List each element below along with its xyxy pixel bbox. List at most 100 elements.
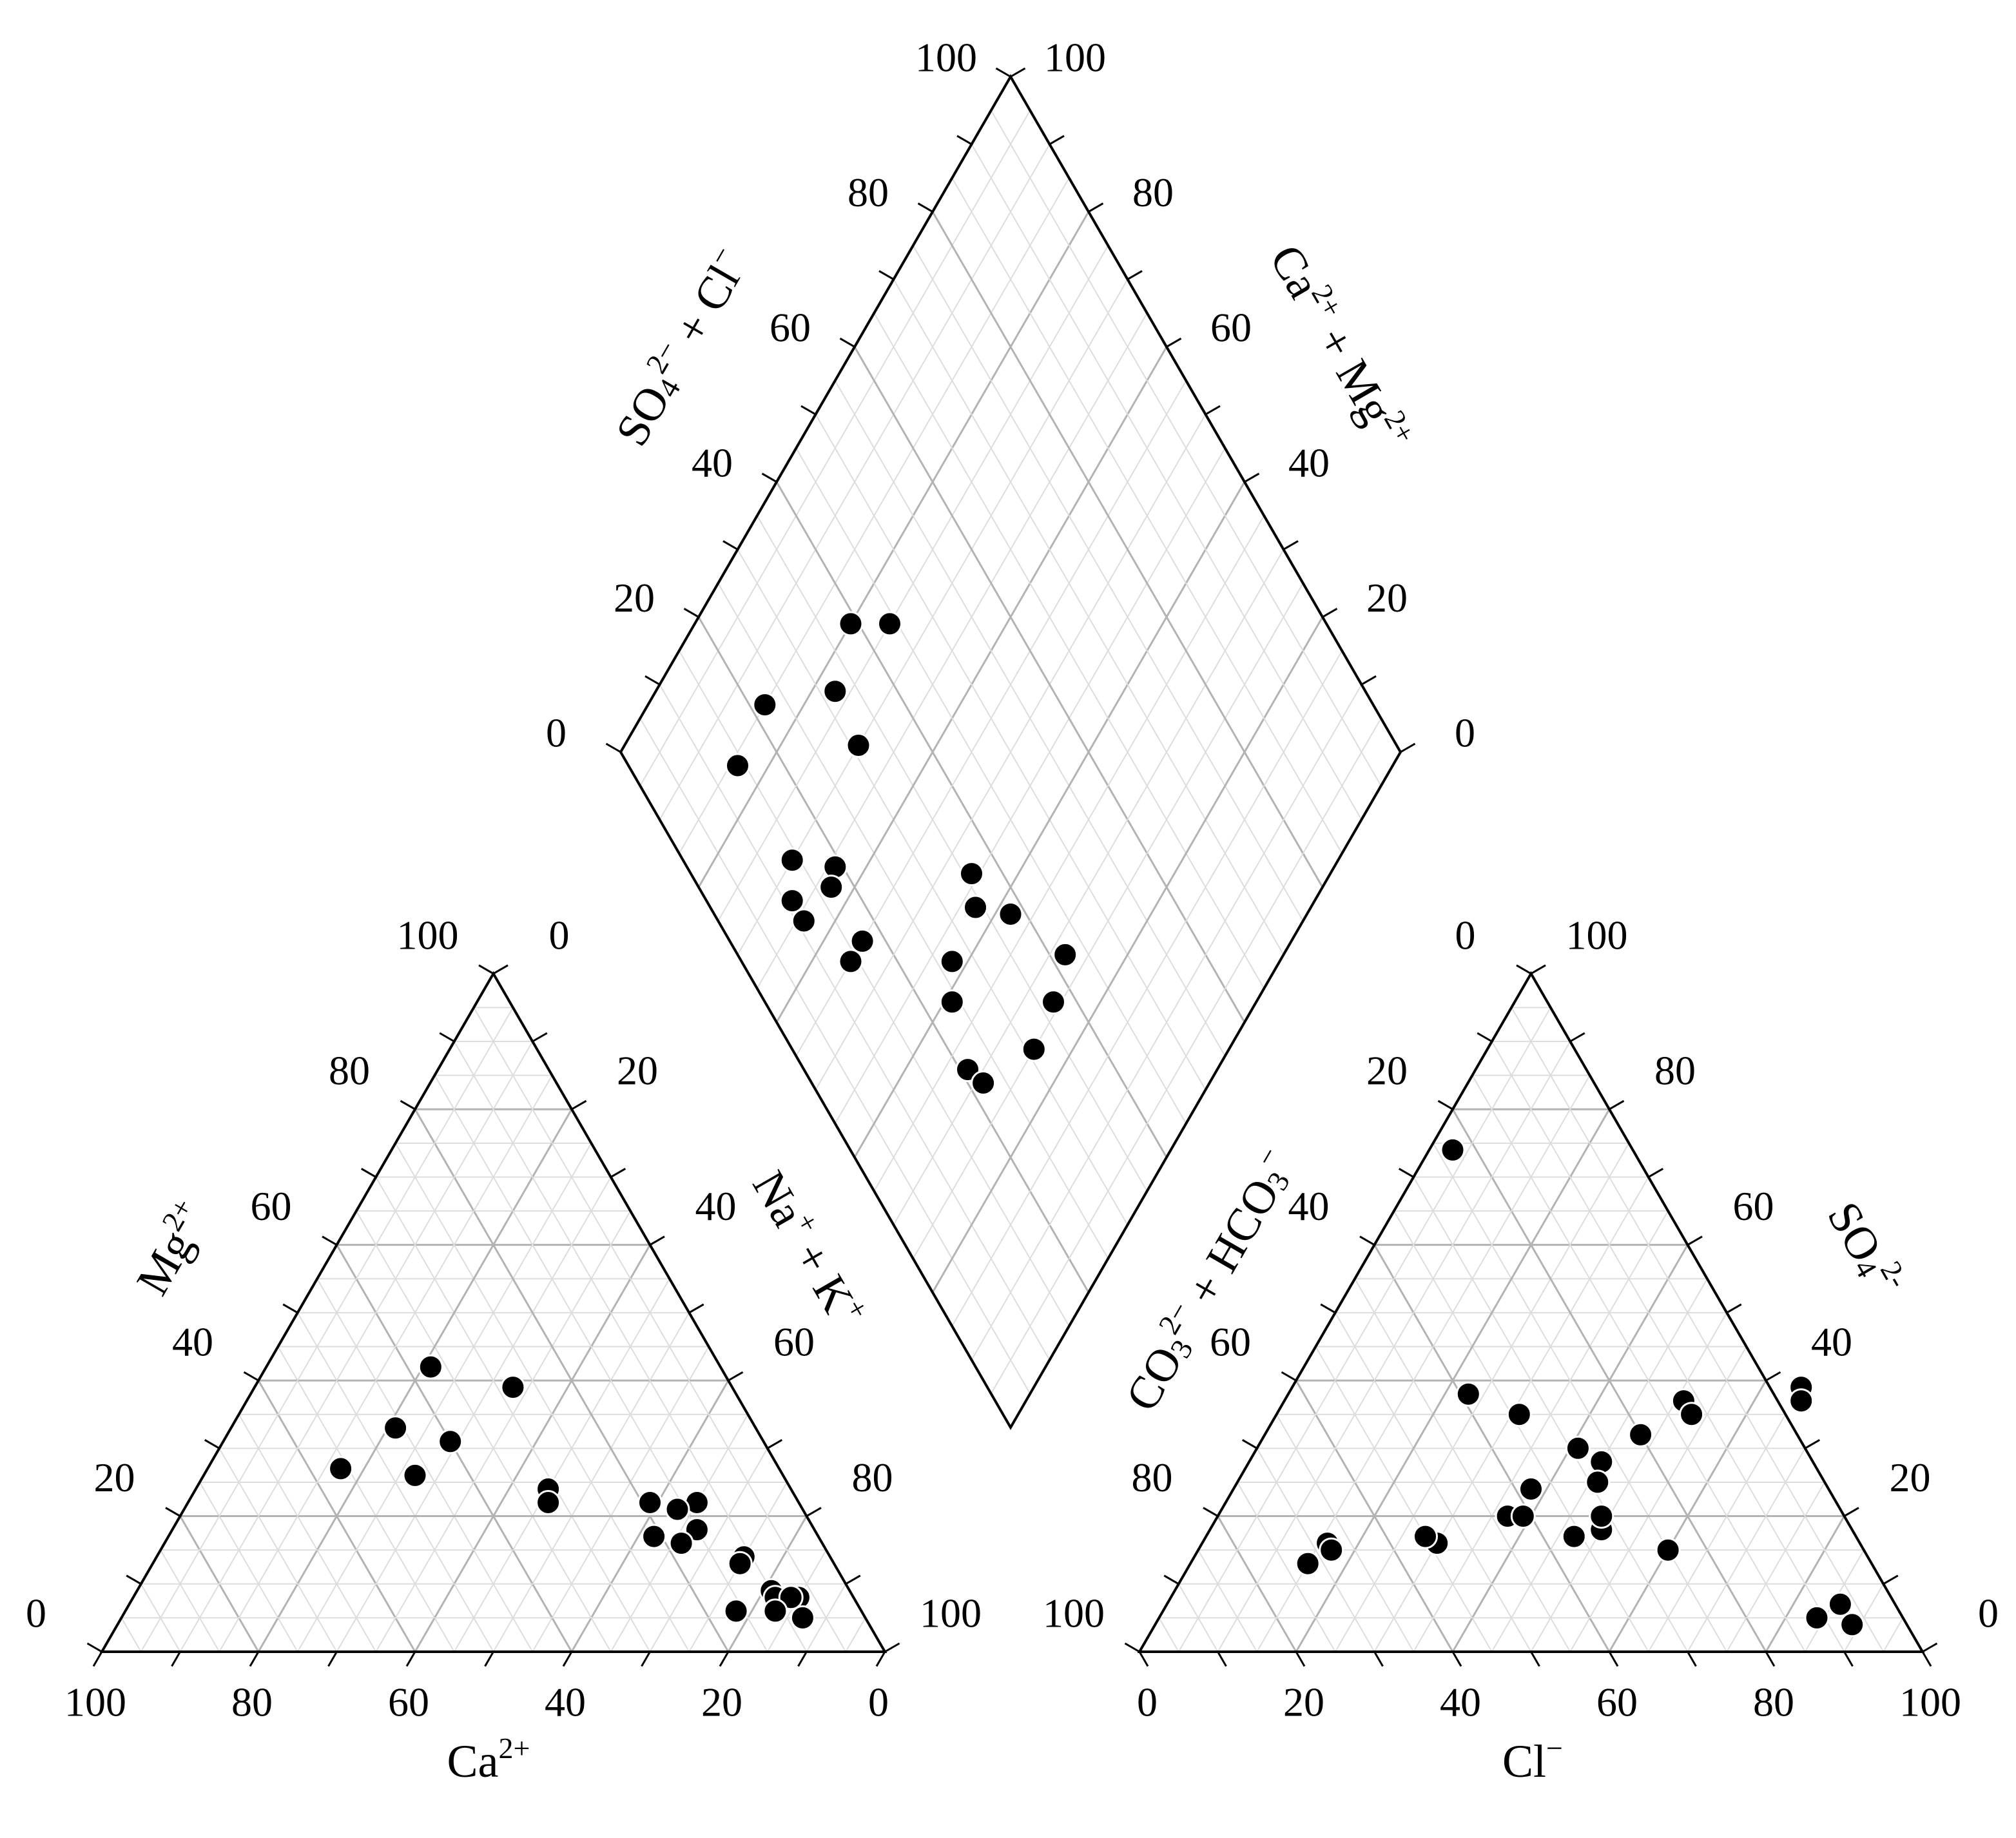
anion-bottom-tick — [1687, 1651, 1697, 1667]
anion-data-point — [1510, 1504, 1536, 1529]
diamond-upper-left-tick — [761, 472, 777, 483]
cation-data-point — [536, 1490, 561, 1515]
anion-bottom-tick — [1373, 1651, 1384, 1667]
diamond-data-point — [779, 847, 805, 873]
diamond-gridline — [873, 515, 1265, 1192]
anion-right-tick-label: 80 — [1654, 1048, 1696, 1094]
axis-title-part: Mg — [126, 1222, 203, 1304]
grid-layer — [121, 110, 1904, 1652]
diamond-upper-right-tick-label: 20 — [1366, 575, 1408, 621]
anion-gridline — [1451, 1108, 1767, 1652]
cation-data-point — [727, 1551, 753, 1576]
diamond-data-point — [1021, 1036, 1047, 1062]
cation-bottom-tick — [171, 1651, 181, 1667]
cation-gridline — [375, 1210, 631, 1652]
anion-right-tick — [1726, 1303, 1742, 1314]
anion-gridline — [1413, 1210, 1669, 1652]
anion-data-point — [1679, 1402, 1705, 1427]
anion-gridline — [1158, 1617, 1179, 1652]
anion-gridline — [1413, 1176, 1689, 1652]
diamond-gridline — [873, 313, 1265, 989]
anion-bottom-tick-label: 0 — [1137, 1679, 1158, 1725]
cation-data-point — [418, 1354, 443, 1380]
cation-gridline — [414, 1108, 730, 1652]
cation-gridline — [394, 1143, 690, 1652]
cation-bottom-tick — [719, 1651, 730, 1667]
diamond-data-point — [822, 854, 848, 880]
diamond-upper-left-tick-label: 40 — [692, 440, 733, 485]
anion-bottom-tick — [1608, 1651, 1619, 1667]
anion-right-tick-label: 100 — [1566, 912, 1628, 958]
anion-gridline — [1275, 1414, 1415, 1652]
anion-gridline — [1569, 1346, 1747, 1652]
cation-left-tick-label: 20 — [94, 1455, 135, 1500]
diamond-data-point — [963, 895, 988, 920]
cation-gridline — [160, 1549, 220, 1652]
anion-right-tick — [1922, 1642, 1938, 1653]
diamond-gridline — [853, 481, 1246, 1158]
anion-data-point — [1295, 1551, 1321, 1576]
cation-left-tick — [204, 1439, 220, 1449]
cation-gridline — [532, 1346, 710, 1652]
cation-left-tick — [400, 1099, 416, 1110]
diamond-data-point — [877, 611, 902, 637]
diamond-gridline — [990, 718, 1382, 1395]
diamond-upper-right-tick — [1127, 270, 1143, 280]
cation-bottom-tick — [327, 1651, 338, 1667]
anion-left-tick — [1281, 1371, 1297, 1382]
anion-left-tick-label: 20 — [1366, 1048, 1408, 1094]
anion-right-tick — [1569, 1032, 1585, 1043]
cation-bottom-tick — [797, 1651, 808, 1667]
cation-gridline — [316, 1278, 534, 1652]
axis-title-part: Cl — [1502, 1736, 1546, 1787]
cation-left-tick — [165, 1507, 181, 1517]
diamond-data-point — [791, 908, 817, 934]
diamond-gridline — [951, 650, 1343, 1327]
diamond-upper-left-tick-label: 80 — [848, 169, 889, 215]
cation-gridline — [257, 1108, 573, 1652]
cation-right-tick — [766, 1439, 783, 1449]
cation-left-tick — [360, 1168, 377, 1178]
diamond-gridline — [893, 278, 1284, 955]
anion-left-axis-title: CO32− + HCO3− — [1112, 1141, 1305, 1419]
cation-right-tick — [610, 1168, 626, 1178]
anion-right-tick — [1647, 1168, 1664, 1178]
cation-bottom-tick-label: 100 — [64, 1679, 126, 1725]
diamond-upper-right-axis-title: Ca2+ + Mg2+ — [1260, 234, 1422, 460]
tick-label-layer: 100 80 60 40 20 0 0 20 40 60 80 100 100 80 60 40 20 0 0 20 4… — [26, 35, 1999, 1725]
axis-title-part: SO — [1817, 1194, 1892, 1271]
diamond-upper-right-tick-label: 80 — [1132, 169, 1174, 215]
cation-gridline — [277, 1346, 455, 1652]
cation-gridline — [336, 1176, 612, 1652]
diamond-upper-left-tick-label: 100 — [915, 35, 977, 81]
diamond-upper-right-tick — [1088, 202, 1104, 213]
anion-left-tick — [1124, 1642, 1140, 1653]
anion-data-point — [1628, 1422, 1654, 1447]
cation-left-tick-label: 0 — [26, 1591, 46, 1636]
cation-data-point — [328, 1456, 354, 1482]
diamond-upper-left-tick — [800, 405, 817, 416]
anion-bottom-tick — [1530, 1651, 1540, 1667]
cation-x-axis-title: Ca2+ — [447, 1732, 530, 1787]
cation-data-point — [762, 1598, 788, 1624]
cation-left-tick-label: 80 — [329, 1048, 370, 1094]
anion-right-tick — [1687, 1235, 1703, 1246]
cation-data-point — [637, 1490, 663, 1515]
anion-gridline — [1491, 1041, 1845, 1652]
cation-bottom-tick-label: 60 — [388, 1679, 429, 1725]
diamond-upper-right-tick-label: 40 — [1288, 440, 1330, 485]
diamond-upper-left-tick-label: 60 — [770, 305, 811, 351]
diamond-upper-right-tick — [1010, 67, 1026, 78]
diamond-upper-left-tick-label: 20 — [614, 575, 655, 621]
diamond-data-point — [971, 1070, 996, 1096]
anion-data-point — [1413, 1524, 1438, 1549]
cation-gridline — [356, 1210, 612, 1652]
cation-gridline — [473, 1007, 847, 1652]
cation-right-tick — [845, 1574, 861, 1585]
anion-right-tick — [1804, 1439, 1821, 1449]
anion-left-tick — [1241, 1439, 1258, 1449]
cation-data-point — [668, 1531, 694, 1556]
cation-bottom-tick — [562, 1651, 573, 1667]
cation-left-tick — [478, 964, 494, 975]
cation-right-tick-label: 40 — [695, 1183, 737, 1229]
